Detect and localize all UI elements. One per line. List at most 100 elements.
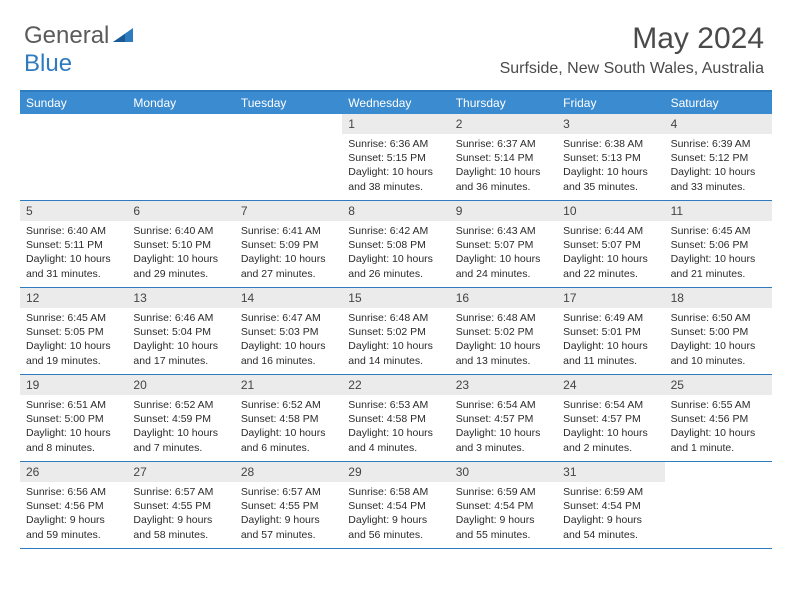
day-number: 5 [20,201,127,221]
day-number: 14 [235,288,342,308]
calendar-cell: 10Sunrise: 6:44 AMSunset: 5:07 PMDayligh… [557,201,664,287]
day-info: Sunrise: 6:43 AMSunset: 5:07 PMDaylight:… [450,221,557,287]
calendar-cell: 11Sunrise: 6:45 AMSunset: 5:06 PMDayligh… [665,201,772,287]
month-title: May 2024 [500,22,764,56]
calendar-cell: 20Sunrise: 6:52 AMSunset: 4:59 PMDayligh… [127,375,234,461]
location-subtitle: Surfside, New South Wales, Australia [500,60,764,78]
day-number: 25 [665,375,772,395]
day-info: Sunrise: 6:54 AMSunset: 4:57 PMDaylight:… [557,395,664,461]
day-number: 30 [450,462,557,482]
brand-text-blue-wrap: Blue [24,50,72,78]
calendar-cell: 1Sunrise: 6:36 AMSunset: 5:15 PMDaylight… [342,114,449,200]
calendar-cell: 26Sunrise: 6:56 AMSunset: 4:56 PMDayligh… [20,462,127,548]
calendar-cell: 25Sunrise: 6:55 AMSunset: 4:56 PMDayligh… [665,375,772,461]
calendar-cell [235,114,342,200]
calendar: SundayMondayTuesdayWednesdayThursdayFrid… [20,90,772,549]
day-info: Sunrise: 6:40 AMSunset: 5:10 PMDaylight:… [127,221,234,287]
calendar-cell: 17Sunrise: 6:49 AMSunset: 5:01 PMDayligh… [557,288,664,374]
day-info: Sunrise: 6:47 AMSunset: 5:03 PMDaylight:… [235,308,342,374]
day-number: 24 [557,375,664,395]
header: General May 2024 Surfside, New South Wal… [0,0,792,84]
day-number: 20 [127,375,234,395]
brand-text-blue: Blue [24,50,72,77]
brand-text-general: General [24,22,109,50]
weekday-header: Tuesday [235,92,342,114]
calendar-cell [665,462,772,548]
calendar-cell: 27Sunrise: 6:57 AMSunset: 4:55 PMDayligh… [127,462,234,548]
calendar-cell: 7Sunrise: 6:41 AMSunset: 5:09 PMDaylight… [235,201,342,287]
day-info: Sunrise: 6:42 AMSunset: 5:08 PMDaylight:… [342,221,449,287]
calendar-body: 1Sunrise: 6:36 AMSunset: 5:15 PMDaylight… [20,114,772,549]
title-block: May 2024 Surfside, New South Wales, Aust… [500,22,764,78]
brand-logo: General [24,22,137,50]
day-number: 12 [20,288,127,308]
calendar-week: 12Sunrise: 6:45 AMSunset: 5:05 PMDayligh… [20,288,772,375]
calendar-cell: 23Sunrise: 6:54 AMSunset: 4:57 PMDayligh… [450,375,557,461]
calendar-cell: 3Sunrise: 6:38 AMSunset: 5:13 PMDaylight… [557,114,664,200]
day-number: 1 [342,114,449,134]
day-info: Sunrise: 6:52 AMSunset: 4:59 PMDaylight:… [127,395,234,461]
calendar-cell [127,114,234,200]
day-number: 23 [450,375,557,395]
day-info: Sunrise: 6:59 AMSunset: 4:54 PMDaylight:… [450,482,557,548]
day-info: Sunrise: 6:44 AMSunset: 5:07 PMDaylight:… [557,221,664,287]
day-number: 29 [342,462,449,482]
calendar-cell: 8Sunrise: 6:42 AMSunset: 5:08 PMDaylight… [342,201,449,287]
weekday-header-row: SundayMondayTuesdayWednesdayThursdayFrid… [20,92,772,114]
day-info: Sunrise: 6:39 AMSunset: 5:12 PMDaylight:… [665,134,772,200]
calendar-cell: 4Sunrise: 6:39 AMSunset: 5:12 PMDaylight… [665,114,772,200]
day-number: 16 [450,288,557,308]
day-info: Sunrise: 6:38 AMSunset: 5:13 PMDaylight:… [557,134,664,200]
day-info: Sunrise: 6:41 AMSunset: 5:09 PMDaylight:… [235,221,342,287]
calendar-cell: 15Sunrise: 6:48 AMSunset: 5:02 PMDayligh… [342,288,449,374]
day-number: 17 [557,288,664,308]
calendar-cell: 22Sunrise: 6:53 AMSunset: 4:58 PMDayligh… [342,375,449,461]
calendar-cell: 29Sunrise: 6:58 AMSunset: 4:54 PMDayligh… [342,462,449,548]
day-number: 21 [235,375,342,395]
day-info: Sunrise: 6:50 AMSunset: 5:00 PMDaylight:… [665,308,772,374]
day-info: Sunrise: 6:59 AMSunset: 4:54 PMDaylight:… [557,482,664,548]
day-info: Sunrise: 6:53 AMSunset: 4:58 PMDaylight:… [342,395,449,461]
calendar-cell: 5Sunrise: 6:40 AMSunset: 5:11 PMDaylight… [20,201,127,287]
calendar-cell: 12Sunrise: 6:45 AMSunset: 5:05 PMDayligh… [20,288,127,374]
day-info: Sunrise: 6:45 AMSunset: 5:06 PMDaylight:… [665,221,772,287]
day-info: Sunrise: 6:57 AMSunset: 4:55 PMDaylight:… [127,482,234,548]
day-number: 13 [127,288,234,308]
day-info: Sunrise: 6:36 AMSunset: 5:15 PMDaylight:… [342,134,449,200]
day-number: 27 [127,462,234,482]
calendar-cell: 18Sunrise: 6:50 AMSunset: 5:00 PMDayligh… [665,288,772,374]
calendar-cell: 13Sunrise: 6:46 AMSunset: 5:04 PMDayligh… [127,288,234,374]
day-number: 9 [450,201,557,221]
brand-triangle-icon [113,26,135,49]
day-number: 28 [235,462,342,482]
calendar-cell: 28Sunrise: 6:57 AMSunset: 4:55 PMDayligh… [235,462,342,548]
day-info: Sunrise: 6:37 AMSunset: 5:14 PMDaylight:… [450,134,557,200]
weekday-header: Wednesday [342,92,449,114]
calendar-week: 1Sunrise: 6:36 AMSunset: 5:15 PMDaylight… [20,114,772,201]
day-info: Sunrise: 6:51 AMSunset: 5:00 PMDaylight:… [20,395,127,461]
calendar-cell: 16Sunrise: 6:48 AMSunset: 5:02 PMDayligh… [450,288,557,374]
day-number: 2 [450,114,557,134]
day-number: 15 [342,288,449,308]
calendar-cell: 14Sunrise: 6:47 AMSunset: 5:03 PMDayligh… [235,288,342,374]
weekday-header: Sunday [20,92,127,114]
weekday-header: Saturday [665,92,772,114]
day-number: 26 [20,462,127,482]
weekday-header: Friday [557,92,664,114]
calendar-cell: 9Sunrise: 6:43 AMSunset: 5:07 PMDaylight… [450,201,557,287]
day-info: Sunrise: 6:54 AMSunset: 4:57 PMDaylight:… [450,395,557,461]
calendar-cell: 19Sunrise: 6:51 AMSunset: 5:00 PMDayligh… [20,375,127,461]
calendar-week: 26Sunrise: 6:56 AMSunset: 4:56 PMDayligh… [20,462,772,549]
day-number: 10 [557,201,664,221]
calendar-week: 19Sunrise: 6:51 AMSunset: 5:00 PMDayligh… [20,375,772,462]
calendar-cell [20,114,127,200]
calendar-week: 5Sunrise: 6:40 AMSunset: 5:11 PMDaylight… [20,201,772,288]
weekday-header: Thursday [450,92,557,114]
day-info: Sunrise: 6:40 AMSunset: 5:11 PMDaylight:… [20,221,127,287]
day-number: 3 [557,114,664,134]
day-info: Sunrise: 6:46 AMSunset: 5:04 PMDaylight:… [127,308,234,374]
calendar-cell: 2Sunrise: 6:37 AMSunset: 5:14 PMDaylight… [450,114,557,200]
day-info: Sunrise: 6:49 AMSunset: 5:01 PMDaylight:… [557,308,664,374]
day-number: 7 [235,201,342,221]
calendar-cell: 6Sunrise: 6:40 AMSunset: 5:10 PMDaylight… [127,201,234,287]
